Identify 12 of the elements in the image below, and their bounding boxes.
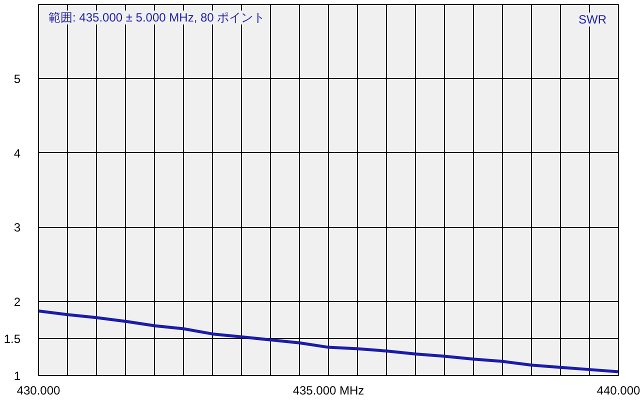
- line-series: [38, 309, 618, 374]
- y-tick-label: 5: [14, 72, 21, 86]
- y-tick-label: 2: [14, 294, 21, 309]
- y-tick-label: 4: [14, 146, 21, 160]
- x-tick-label: 435.000 MHz: [292, 384, 364, 398]
- y-axis-title: SWR: [578, 12, 607, 26]
- y-tick-label: 1: [14, 369, 21, 383]
- y-tick-label: 1.5: [4, 332, 21, 346]
- x-tick-label: 430.000: [16, 384, 61, 398]
- x-tick-label: 440.000: [596, 384, 640, 398]
- y-tick-label: 3: [14, 220, 21, 235]
- annotation: 範囲: 435.000 ± 5.000 MHz, 80 ポイント: [48, 10, 266, 24]
